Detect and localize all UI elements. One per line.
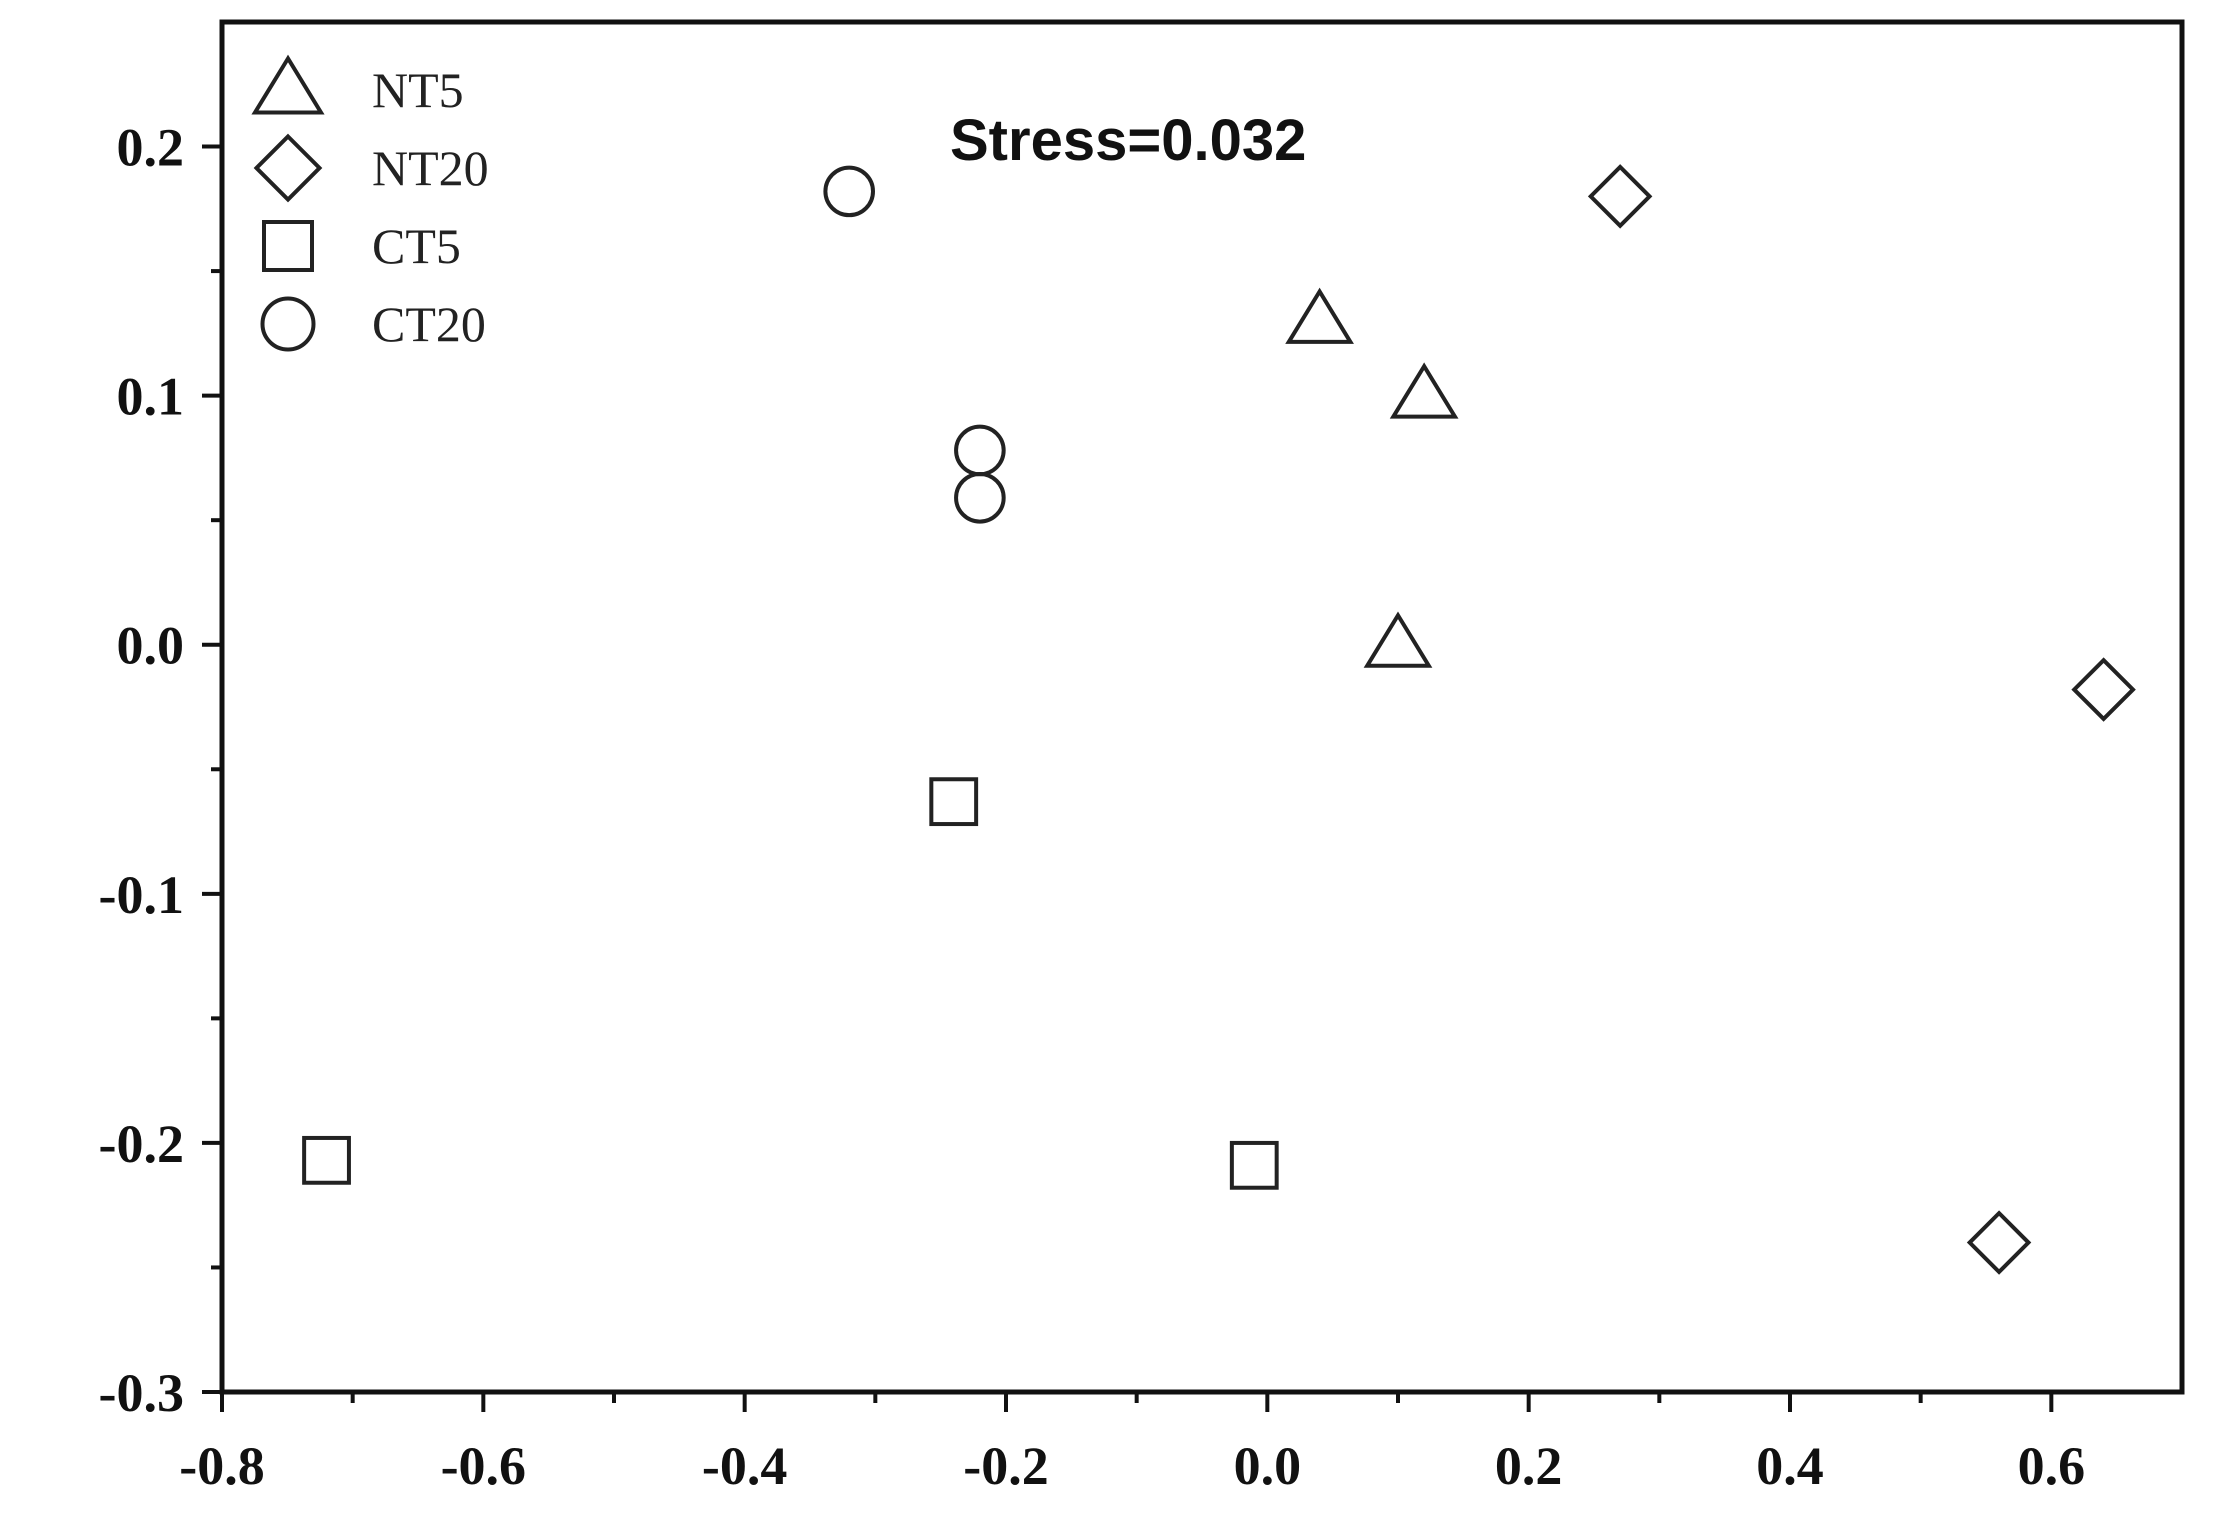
x-tick-label: 0.4 bbox=[1756, 1436, 1824, 1496]
point-nt5 bbox=[1285, 287, 1354, 344]
stress-annotation: Stress=0.032 bbox=[950, 108, 1306, 173]
legend: NT5 NT20 CT5 CT20 bbox=[251, 54, 489, 352]
point-nt20 bbox=[1966, 1210, 2032, 1275]
x-tick-label: -0.8 bbox=[179, 1436, 264, 1496]
legend-label-nt5: NT5 bbox=[372, 62, 464, 118]
legend-marker-nt20 bbox=[253, 133, 323, 203]
y-tick-label: -0.3 bbox=[99, 1363, 184, 1423]
point-ct20 bbox=[954, 424, 1006, 477]
point-nt5 bbox=[1363, 611, 1433, 668]
x-tick-label: -0.2 bbox=[963, 1436, 1048, 1496]
legend-label-ct20: CT20 bbox=[372, 296, 486, 352]
point-ct20 bbox=[954, 471, 1006, 524]
data-points bbox=[302, 164, 2136, 1275]
legend-marker-ct5 bbox=[262, 220, 314, 272]
x-tick-label: -0.4 bbox=[702, 1436, 787, 1496]
point-ct20 bbox=[823, 165, 876, 218]
legend-marker-nt5 bbox=[251, 54, 325, 115]
x-tick-label: 0.2 bbox=[1495, 1436, 1563, 1496]
y-tick-label: 0.2 bbox=[117, 118, 185, 178]
point-nt20 bbox=[2071, 657, 2136, 722]
point-ct5 bbox=[1229, 1140, 1279, 1190]
legend-label-nt20: NT20 bbox=[372, 140, 489, 196]
point-nt5 bbox=[1389, 362, 1459, 419]
x-tick-label: -0.6 bbox=[441, 1436, 526, 1496]
axis-ticks bbox=[202, 144, 2054, 1412]
x-tick-label: 0.0 bbox=[1234, 1436, 1302, 1496]
plot-frame bbox=[219, 19, 2185, 1395]
y-tick-label: 0.1 bbox=[117, 367, 185, 427]
legend-marker-ct20 bbox=[260, 296, 316, 352]
y-tick-label: -0.2 bbox=[99, 1114, 184, 1174]
legend-label-ct5: CT5 bbox=[372, 218, 461, 274]
y-tick-label: 0.0 bbox=[117, 616, 185, 676]
x-tick-label: 0.6 bbox=[2018, 1436, 2086, 1496]
point-ct5 bbox=[302, 1135, 351, 1185]
x-axis-tick-labels: -0.8 -0.6 -0.4 -0.2 0.0 0.2 0.4 0.6 bbox=[179, 1436, 2085, 1496]
y-tick-label: -0.1 bbox=[99, 865, 184, 925]
y-axis-tick-labels: -0.3 -0.2 -0.1 0.0 0.1 0.2 bbox=[99, 118, 184, 1423]
point-nt20 bbox=[1587, 164, 1653, 229]
point-ct5 bbox=[929, 777, 979, 827]
